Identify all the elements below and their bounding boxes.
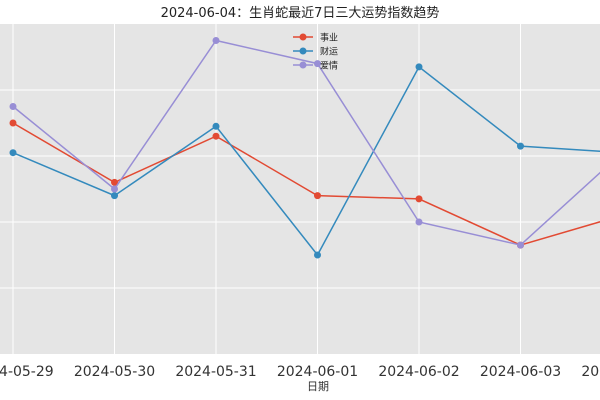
- data-point: [212, 122, 220, 130]
- legend-item: 爱情: [293, 60, 338, 72]
- x-tick-label: 2024-06-03: [480, 364, 561, 380]
- x-axis-label: 日期: [307, 380, 329, 393]
- x-tick-label: 2024-06-04: [581, 364, 600, 380]
- x-tick-labels: 2024-05-29 2024-05-30 2024-05-31 2024-06-01…: [0, 364, 600, 380]
- grid: [0, 24, 600, 354]
- data-point: [314, 192, 321, 200]
- data-point: [212, 37, 220, 44]
- legend-label: 财运: [320, 46, 338, 58]
- legend-label: 事业: [320, 32, 338, 44]
- x-tick-label: 2024-05-30: [74, 364, 155, 380]
- x-tick-label: 2024-05-31: [175, 364, 256, 380]
- data-point: [415, 218, 423, 226]
- data-point: [517, 142, 524, 150]
- data-point: [9, 103, 17, 110]
- x-tick-label: 2024-05-29: [0, 364, 54, 380]
- legend-marker: [299, 47, 307, 55]
- series-layer: [9, 37, 600, 259]
- legend-item: 事业: [293, 32, 338, 44]
- data-point: [415, 63, 423, 71]
- data-point: [314, 251, 321, 259]
- legend-marker: [299, 33, 307, 41]
- data-point: [111, 178, 118, 186]
- chart-title: 2024-06-04：生肖蛇最近7日三大运势指数趋势: [161, 5, 440, 21]
- series-财运: [9, 63, 600, 259]
- x-tick-label: 2024-06-02: [378, 364, 459, 380]
- series-爱情: [9, 37, 600, 249]
- data-point: [517, 241, 524, 249]
- data-point: [9, 119, 17, 127]
- legend-marker: [299, 61, 307, 69]
- legend-item: 财运: [293, 46, 338, 58]
- data-point: [111, 192, 118, 200]
- data-point: [314, 60, 321, 68]
- data-point: [415, 195, 423, 203]
- data-point: [212, 132, 220, 140]
- x-tick-label: 2024-06-01: [277, 364, 358, 380]
- data-point: [9, 149, 17, 157]
- data-point: [111, 185, 118, 193]
- plot-background: [0, 24, 600, 354]
- legend-label: 爱情: [320, 60, 338, 72]
